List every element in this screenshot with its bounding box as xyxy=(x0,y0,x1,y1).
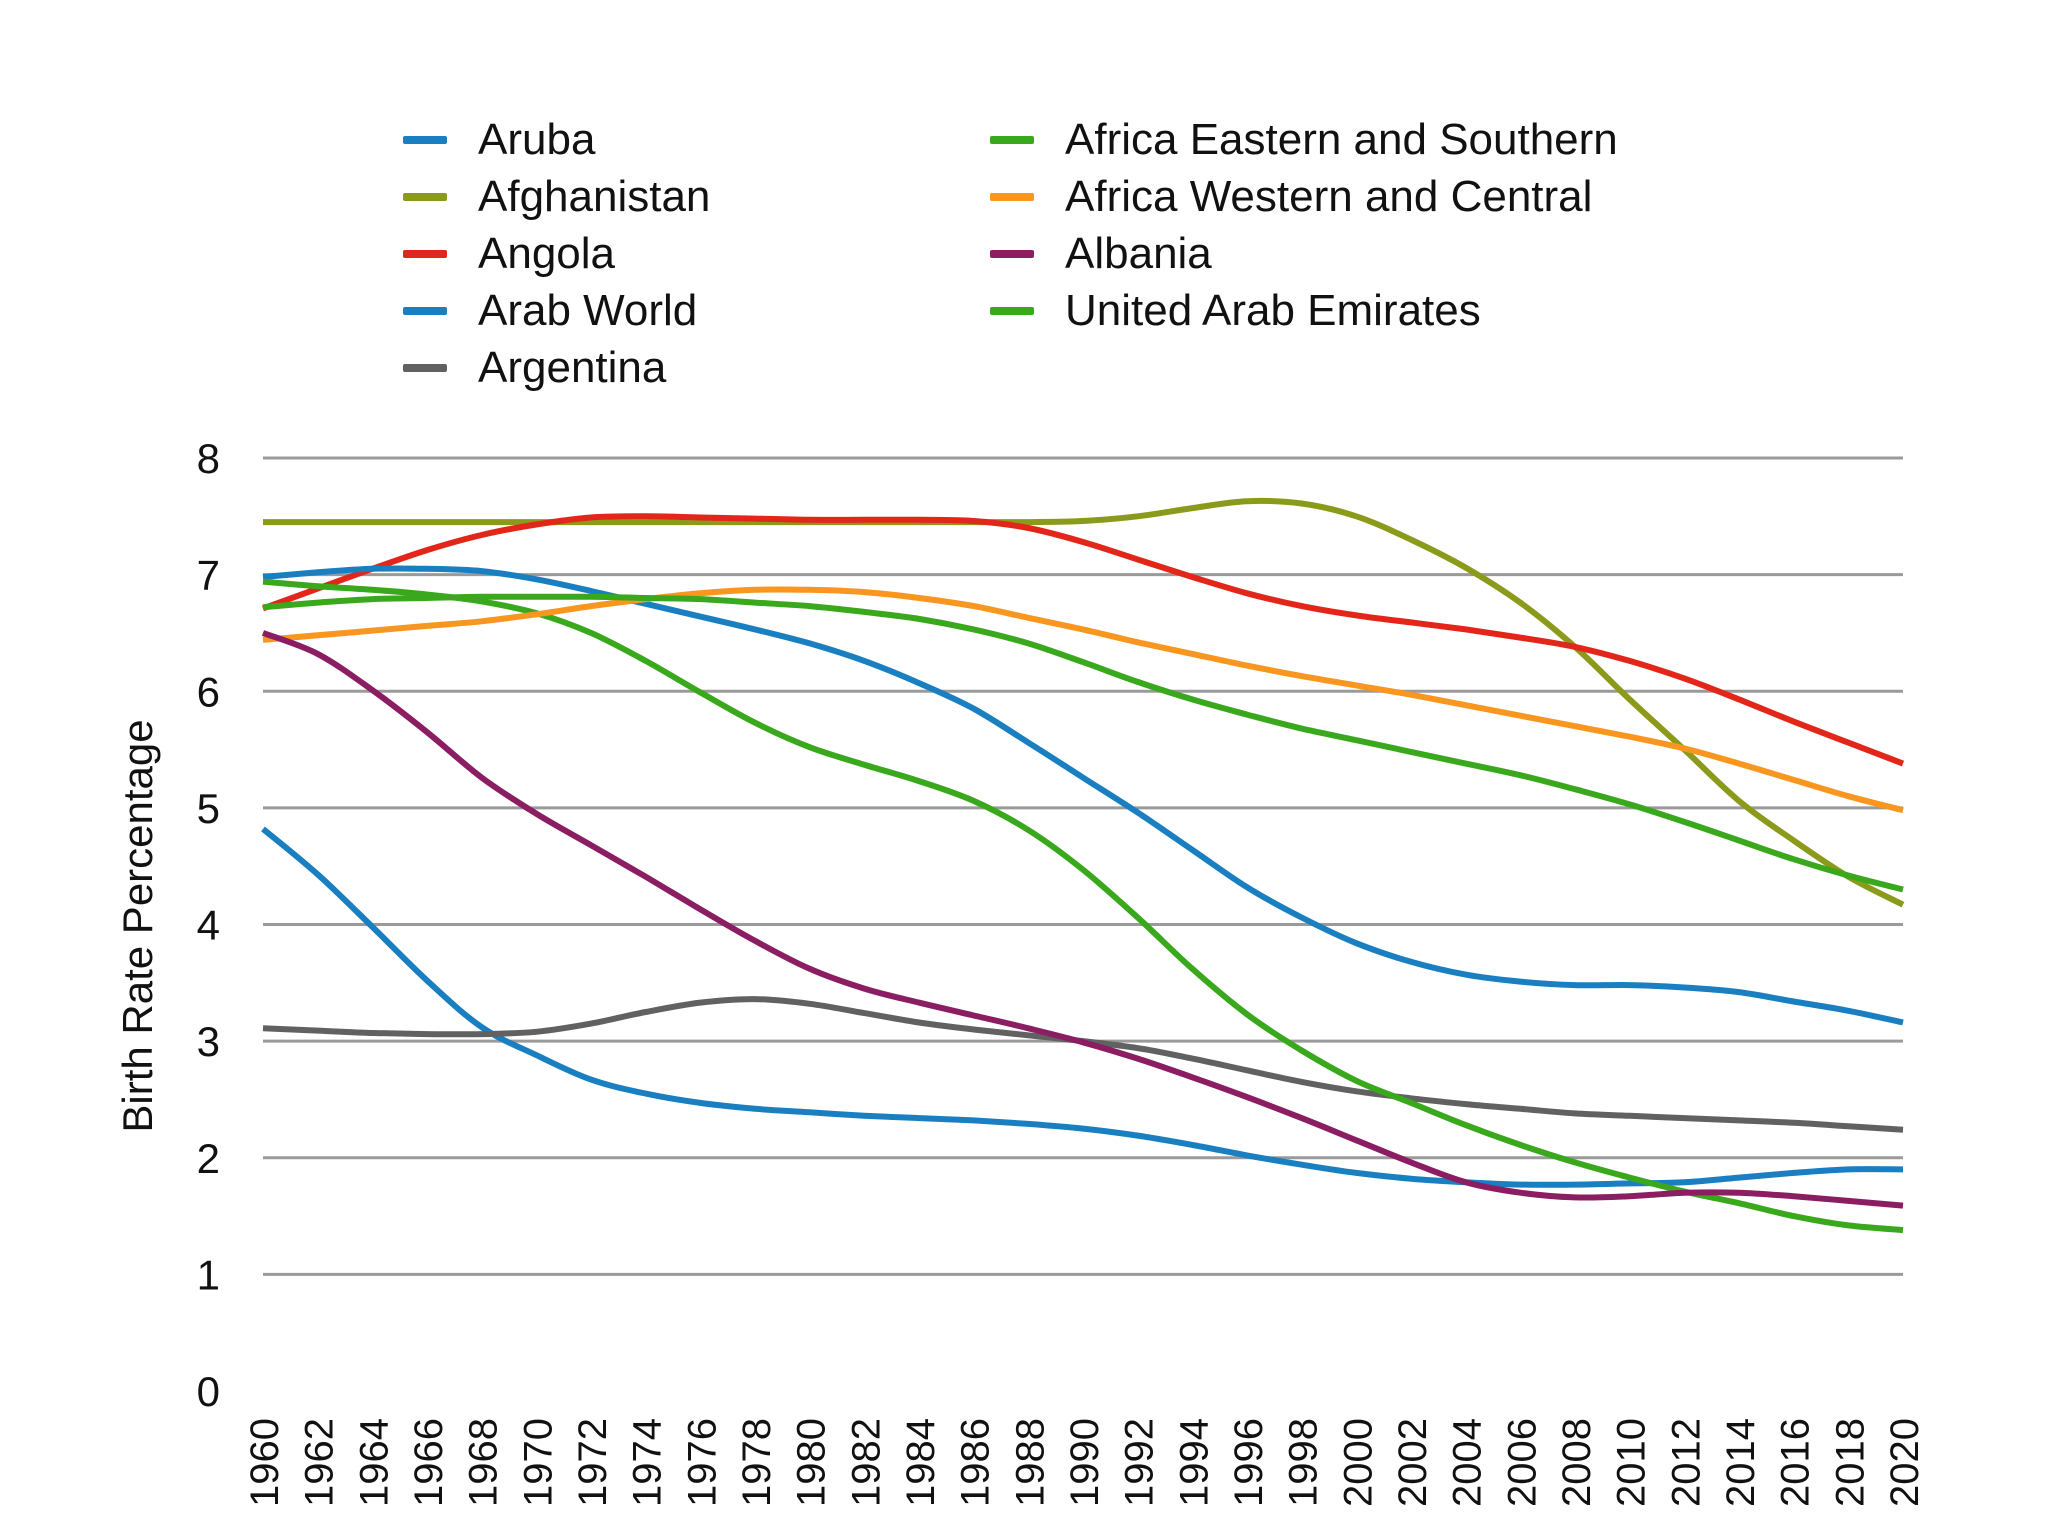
x-tick-label: 2008 xyxy=(1555,1418,1599,1507)
x-tick-label: 1998 xyxy=(1282,1418,1326,1507)
x-tick-label: 1962 xyxy=(298,1418,342,1507)
x-tick-label: 2002 xyxy=(1391,1418,1435,1507)
x-tick-label: 2010 xyxy=(1610,1418,1654,1507)
y-tick-label: 3 xyxy=(197,1018,220,1065)
y-tick-label: 5 xyxy=(197,785,220,832)
legend-swatch-albania xyxy=(990,250,1034,258)
x-tick-label: 1966 xyxy=(407,1418,451,1507)
x-tick-label: 2020 xyxy=(1883,1418,1927,1507)
x-tick-label: 2004 xyxy=(1446,1418,1490,1507)
x-tick-label: 1980 xyxy=(790,1418,834,1507)
series-line-argentina xyxy=(262,996,1904,1133)
y-tick-labels: 0 1 2 3 4 5 6 7 8 xyxy=(197,435,220,1415)
legend-item-arab-world: Arab World xyxy=(403,283,697,339)
legend-label-arab-world: Arab World xyxy=(478,286,698,335)
x-tick-label: 1990 xyxy=(1063,1418,1107,1507)
legend: Aruba Afghanistan Angola Arab World Arge… xyxy=(0,112,2048,412)
y-tick-label: 1 xyxy=(197,1251,220,1298)
x-tick-label: 1978 xyxy=(735,1418,779,1507)
y-tick-label: 8 xyxy=(197,435,220,482)
y-tick-label: 6 xyxy=(197,668,220,715)
series-line-afghanistan xyxy=(263,497,1905,908)
series-lines xyxy=(261,497,1905,1234)
series-line-africa-western-central xyxy=(262,586,1904,814)
series-line-arab-world xyxy=(262,565,1904,1026)
legend-item-africa-western-central: Africa Western and Central xyxy=(990,169,1592,225)
x-tick-label: 1970 xyxy=(516,1418,560,1507)
legend-item-albania: Albania xyxy=(990,226,1212,282)
legend-label-albania: Albania xyxy=(1065,229,1212,278)
x-tick-label: 2018 xyxy=(1828,1418,1872,1507)
x-tick-label: 2006 xyxy=(1500,1418,1544,1507)
legend-item-aruba: Aruba xyxy=(403,112,595,168)
x-tick-label: 1982 xyxy=(844,1418,888,1507)
x-tick-label: 1964 xyxy=(352,1418,396,1507)
x-tick-label: 1972 xyxy=(571,1418,615,1507)
legend-swatch-africa-western-central xyxy=(990,193,1034,201)
legend-item-angola: Angola xyxy=(403,226,615,282)
legend-swatch-arab-world xyxy=(403,307,447,315)
x-tick-label: 1988 xyxy=(1008,1418,1052,1507)
legend-label-angola: Angola xyxy=(478,229,616,278)
legend-item-africa-eastern-southern: Africa Eastern and Southern xyxy=(990,112,1618,168)
legend-swatch-argentina xyxy=(403,364,447,372)
x-tick-label: 2014 xyxy=(1719,1418,1763,1507)
y-tick-label: 0 xyxy=(197,1368,220,1415)
legend-swatch-afghanistan xyxy=(403,193,447,201)
x-tick-label: 1994 xyxy=(1172,1418,1216,1507)
x-tick-label: 1992 xyxy=(1118,1418,1162,1507)
legend-label-argentina: Argentina xyxy=(478,343,667,392)
legend-item-afghanistan: Afghanistan xyxy=(403,169,710,225)
legend-swatch-aruba xyxy=(403,136,447,144)
legend-label-united-arab-emirates: United Arab Emirates xyxy=(1065,286,1481,335)
series-line-africa-eastern-southern xyxy=(262,578,1904,1234)
y-tick-label: 4 xyxy=(197,902,220,949)
legend-swatch-angola xyxy=(403,250,447,258)
x-tick-label: 1976 xyxy=(680,1418,724,1507)
legend-label-africa-western-central: Africa Western and Central xyxy=(1065,172,1593,221)
x-tick-label: 2012 xyxy=(1664,1418,1708,1507)
series-line-aruba xyxy=(261,826,1904,1188)
legend-label-aruba: Aruba xyxy=(478,115,596,164)
x-tick-labels: 1960 1962 1964 1966 1968 1970 1972 1974 1976 1978… xyxy=(243,1418,1927,1507)
x-tick-label: 1996 xyxy=(1227,1418,1271,1507)
legend-item-united-arab-emirates: United Arab Emirates xyxy=(990,283,1481,339)
x-tick-label: 1986 xyxy=(954,1418,998,1507)
y-axis-label: Birth Rate Percentage xyxy=(114,719,161,1132)
x-tick-label: 1960 xyxy=(243,1418,287,1507)
legend-swatch-united-arab-emirates xyxy=(990,307,1034,315)
x-tick-label: 1968 xyxy=(462,1418,506,1507)
series-line-albania xyxy=(261,630,1904,1209)
x-tick-label: 1984 xyxy=(899,1418,943,1507)
legend-label-afghanistan: Afghanistan xyxy=(478,172,711,221)
y-tick-label: 2 xyxy=(197,1135,220,1182)
legend-swatch-africa-eastern-southern xyxy=(990,136,1034,144)
y-tick-label: 7 xyxy=(197,552,220,599)
x-tick-label: 2000 xyxy=(1336,1418,1380,1507)
series-line-united-arab-emirates xyxy=(262,593,1904,893)
series-line-angola xyxy=(261,513,1905,767)
legend-label-africa-eastern-southern: Africa Eastern and Southern xyxy=(1065,115,1618,164)
legend-item-argentina: Argentina xyxy=(403,340,666,396)
x-tick-label: 2016 xyxy=(1774,1418,1818,1507)
x-tick-label: 1974 xyxy=(626,1418,670,1507)
